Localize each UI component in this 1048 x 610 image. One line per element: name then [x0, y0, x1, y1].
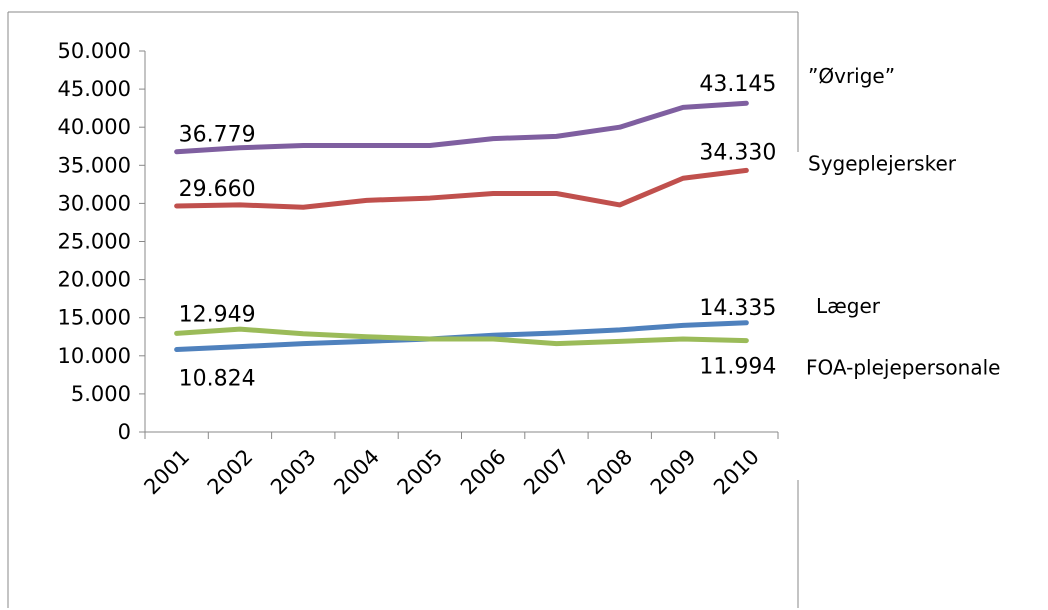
data-label: 14.335 [699, 296, 776, 321]
y-tick-label: 15.000 [58, 306, 131, 330]
data-label: 36.779 [179, 123, 256, 148]
y-tick-label: 20.000 [58, 268, 131, 292]
series-name-label: ”Øvrige” [808, 64, 895, 88]
series-name-label: Sygeplejersker [808, 151, 957, 175]
y-tick-label: 30.000 [58, 191, 131, 215]
series-lines [174, 100, 749, 353]
y-tick-label: 25.000 [58, 230, 131, 254]
x-tick-label: 2007 [519, 445, 574, 500]
data-label: 43.145 [699, 72, 776, 97]
x-tick-label: 2010 [709, 445, 764, 500]
y-tick-label: 0 [118, 420, 131, 444]
x-tick-label: 2008 [583, 445, 638, 500]
y-tick-label: 35.000 [58, 153, 131, 177]
series-line [174, 320, 749, 353]
data-label: 11.994 [699, 355, 776, 380]
series-names: ”Øvrige” Sygeplejersker Læger FOA-plejepers… [806, 64, 1000, 379]
x-tick-label: 2001 [139, 445, 194, 500]
y-tick-label: 40.000 [58, 115, 131, 139]
series-name-label: FOA-plejepersonale [806, 356, 1000, 380]
data-label: 12.949 [179, 302, 256, 327]
y-tick-label: 5.000 [71, 382, 131, 406]
x-tick-label: 2002 [203, 445, 258, 500]
series-line [174, 326, 749, 347]
series-name-label: Læger [816, 294, 881, 318]
data-label: 29.660 [179, 177, 256, 202]
data-label: 34.330 [699, 140, 776, 165]
y-tick-label: 10.000 [58, 344, 131, 368]
series-line [174, 100, 749, 155]
x-tick-labels: 2001 2002 2003 2004 2005 2006 2007 2008 2009 2010 [139, 445, 763, 500]
data-label: 10.824 [179, 367, 256, 392]
y-tick-labels: 0 5.000 10.000 15.000 20.000 25.000 30.000 35.0… [58, 39, 131, 444]
axes [139, 50, 779, 439]
chart-frame [7, 11, 799, 608]
x-tick-label: 2003 [266, 445, 321, 500]
x-tick-label: 2006 [456, 445, 511, 500]
x-tick-label: 2005 [393, 445, 448, 500]
y-tick-label: 45.000 [58, 77, 131, 101]
x-tick-label: 2004 [329, 445, 384, 500]
data-labels: 36.779 43.145 29.660 34.330 10.824 14.335 12.9… [179, 72, 777, 391]
x-tick-label: 2009 [646, 445, 701, 500]
y-tick-label: 50.000 [58, 39, 131, 63]
series-line [174, 167, 749, 210]
